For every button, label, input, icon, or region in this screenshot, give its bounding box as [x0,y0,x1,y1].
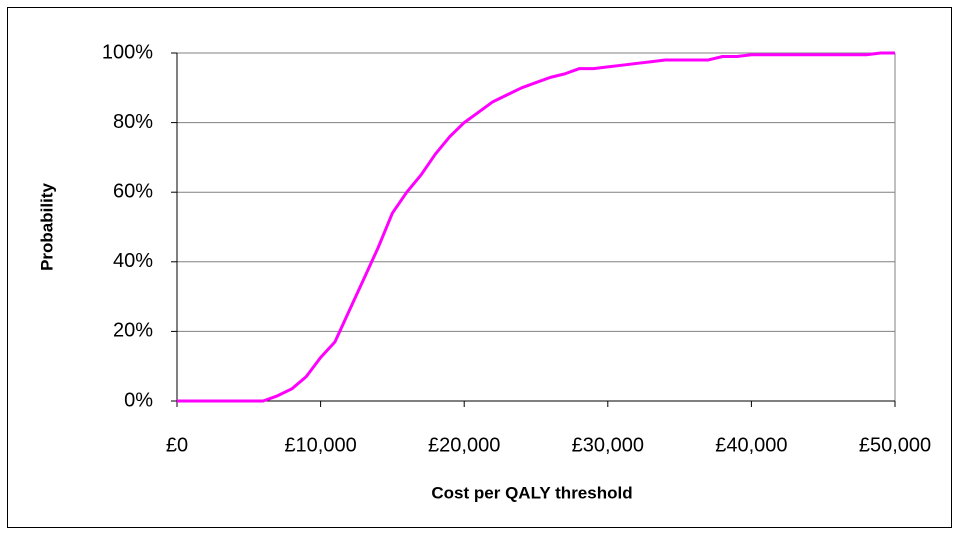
y-axis-title: Probability [37,183,56,271]
x-tick-label: £20,000 [428,434,500,456]
y-tick-label: 100% [102,41,153,63]
x-tick-label: £10,000 [284,434,356,456]
y-tick-label: 60% [113,180,153,202]
x-tick-label: £50,000 [859,434,931,456]
chart-frame [7,7,952,528]
data-line [177,51,895,403]
x-tick-label: £0 [166,434,188,456]
y-tick-label: 80% [113,111,153,133]
x-axis-title: Cost per QALY threshold [431,483,632,502]
y-tick-label: 20% [113,320,153,342]
x-tick-label: £40,000 [715,434,787,456]
y-tick-label: 0% [124,389,153,411]
x-tick-label: £30,000 [572,434,644,456]
y-tick-label: 40% [113,250,153,272]
